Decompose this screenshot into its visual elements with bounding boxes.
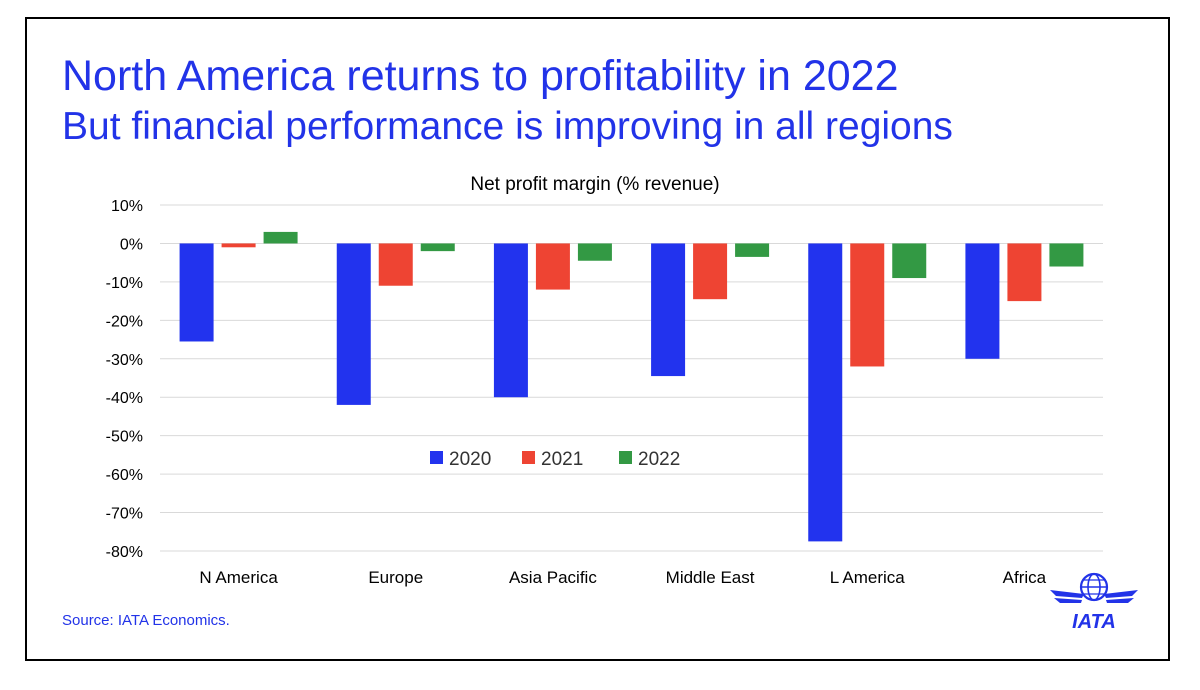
bars: [179, 231, 1084, 542]
x-axis-labels: N America Europe Asia Pacific Middle East L …: [199, 568, 1046, 587]
y-tick-label: -30%: [106, 352, 143, 369]
logo-text: IATA: [1072, 611, 1116, 633]
bar-2021: [693, 243, 728, 300]
slide-frame: [25, 17, 1170, 661]
y-tick-label: -60%: [106, 467, 143, 484]
bar-2022: [1049, 243, 1084, 267]
bar-2022: [735, 243, 770, 257]
bar-2022: [420, 243, 455, 252]
legend-label: 2020: [449, 449, 491, 470]
bar-2020: [493, 243, 528, 398]
y-tick-label: 0%: [120, 236, 143, 253]
bar-2020: [965, 243, 1000, 359]
bar-2022: [577, 243, 612, 261]
bar-2020: [651, 243, 686, 377]
bar-2020: [808, 243, 843, 542]
legend: 2020 2021 2022: [430, 449, 680, 470]
y-axis-ticks: 10% 0% -10% -20% -30% -40% -50% -60% -70% -80%: [106, 198, 143, 561]
x-tick-label: N America: [199, 568, 278, 587]
bar-2022: [892, 243, 927, 279]
y-tick-label: -20%: [106, 313, 143, 330]
chart-title: Net profit margin (% revenue): [470, 174, 719, 195]
bar-2021: [378, 243, 413, 286]
y-tick-label: -70%: [106, 506, 143, 523]
y-tick-label: -50%: [106, 429, 143, 446]
iata-logo: IATA: [1050, 572, 1138, 633]
legend-swatch: [619, 451, 632, 464]
wings-icon: [1050, 590, 1138, 603]
bar-2020: [336, 243, 371, 405]
source-note: Source: IATA Economics.: [62, 612, 230, 629]
legend-swatch: [430, 451, 443, 464]
slide-subtitle: But financial performance is improving i…: [62, 105, 953, 148]
globe-icon: [1079, 572, 1109, 602]
y-tick-label: 10%: [111, 198, 143, 215]
slide-title: North America returns to profitability i…: [62, 52, 899, 100]
bar-2021: [535, 243, 570, 290]
bar-2022: [263, 231, 298, 244]
legend-swatch: [522, 451, 535, 464]
x-tick-label: Middle East: [666, 568, 755, 587]
bar-2021: [850, 243, 885, 367]
bar-2020: [179, 243, 214, 342]
y-tick-label: -10%: [106, 275, 143, 292]
legend-label: 2021: [541, 449, 583, 470]
gridlines: [160, 204, 1103, 552]
y-tick-label: -80%: [106, 544, 143, 561]
x-tick-label: Asia Pacific: [509, 568, 597, 587]
x-tick-label: L America: [830, 568, 906, 587]
y-tick-label: -40%: [106, 390, 143, 407]
bar-2021: [1007, 243, 1042, 302]
x-tick-label: Africa: [1003, 568, 1047, 587]
x-tick-label: Europe: [368, 568, 423, 587]
legend-label: 2022: [638, 449, 680, 470]
bar-2021: [221, 243, 256, 248]
